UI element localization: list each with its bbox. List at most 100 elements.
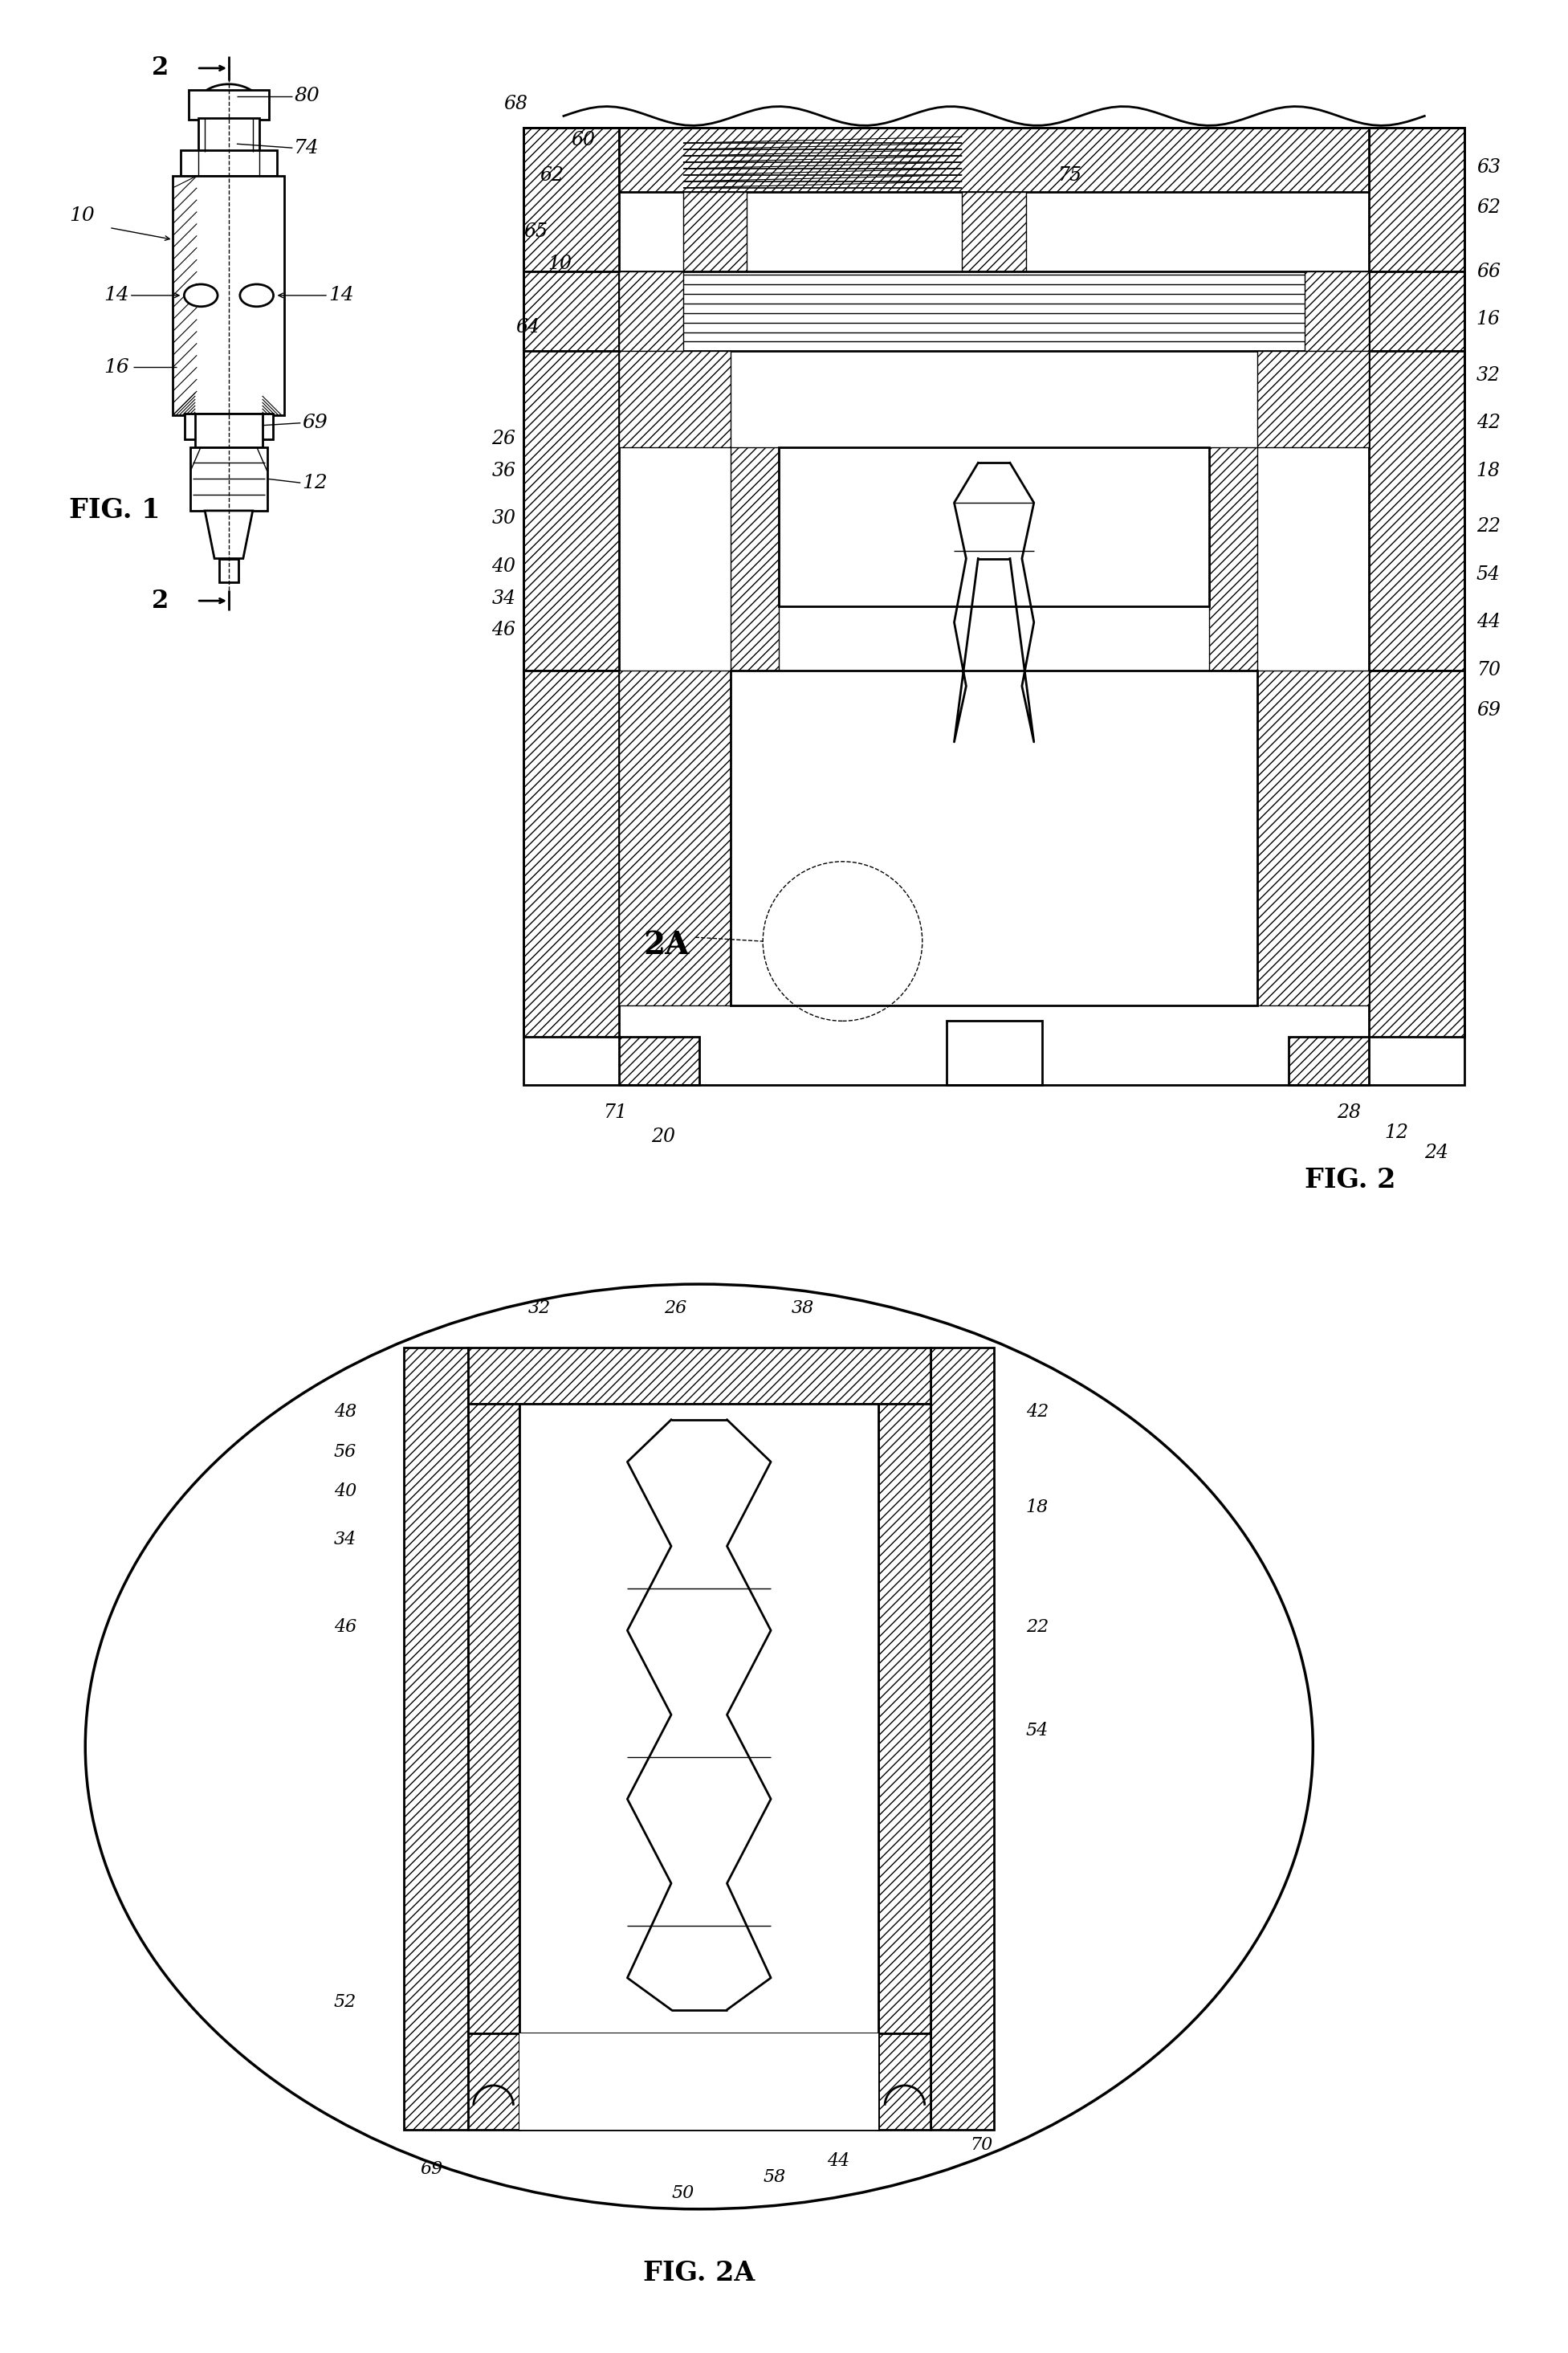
Text: 74: 74 <box>295 139 320 158</box>
Text: 26: 26 <box>663 1299 687 1318</box>
Bar <box>955 504 1033 544</box>
Text: 46: 46 <box>334 1619 356 1635</box>
Text: 40: 40 <box>334 1482 356 1501</box>
Bar <box>619 271 684 351</box>
Text: 30: 30 <box>492 511 516 527</box>
Text: 46: 46 <box>492 621 516 640</box>
Bar <box>524 127 1465 1085</box>
Text: 56: 56 <box>334 1442 356 1461</box>
Text: 75: 75 <box>1058 167 1082 186</box>
Text: 44: 44 <box>1477 614 1501 631</box>
Text: 34: 34 <box>334 1529 356 1548</box>
Text: 54: 54 <box>1477 565 1501 584</box>
Bar <box>1258 351 1369 447</box>
Text: 44: 44 <box>826 2153 850 2169</box>
Bar <box>963 191 1025 271</box>
Text: 80: 80 <box>295 87 320 106</box>
Text: 26: 26 <box>492 431 516 447</box>
Text: 28: 28 <box>1338 1104 1361 1122</box>
Text: 32: 32 <box>528 1299 550 1318</box>
Bar <box>185 414 273 440</box>
Bar <box>524 351 619 671</box>
Ellipse shape <box>85 1285 1312 2209</box>
Text: 22: 22 <box>1025 1619 1049 1635</box>
Text: 62: 62 <box>539 167 563 186</box>
Bar <box>619 671 731 1005</box>
Text: 40: 40 <box>492 558 516 576</box>
Bar <box>946 1021 1041 1085</box>
Ellipse shape <box>183 285 218 306</box>
Bar <box>627 1758 771 1840</box>
Text: 32: 32 <box>1477 367 1501 384</box>
Text: 10: 10 <box>69 207 94 226</box>
Text: 63: 63 <box>1477 158 1501 176</box>
Text: 66: 66 <box>1477 261 1501 280</box>
Bar <box>400 1344 999 2134</box>
Text: 36: 36 <box>492 461 516 480</box>
Bar <box>467 2033 519 2129</box>
Bar <box>519 2033 878 2129</box>
Text: 14: 14 <box>328 287 354 304</box>
Ellipse shape <box>240 285 273 306</box>
Bar <box>731 671 1258 1005</box>
Bar <box>731 671 1258 1005</box>
Bar <box>405 1348 467 2129</box>
Bar <box>1289 1038 1369 1085</box>
Text: 42: 42 <box>1477 414 1501 433</box>
Bar <box>524 127 619 271</box>
Polygon shape <box>205 511 252 558</box>
Text: 71: 71 <box>604 1104 627 1122</box>
Bar <box>627 1588 771 1673</box>
Bar <box>188 89 268 120</box>
Text: 14: 14 <box>103 287 129 304</box>
Bar <box>191 447 267 511</box>
Text: 34: 34 <box>492 588 516 607</box>
Text: 12: 12 <box>303 473 328 492</box>
Bar <box>619 1038 699 1085</box>
Text: FIG. 2A: FIG. 2A <box>643 2259 756 2287</box>
Text: 68: 68 <box>503 94 528 113</box>
Text: 16: 16 <box>103 358 129 376</box>
Bar <box>1209 447 1258 671</box>
Bar <box>519 2033 878 2129</box>
Bar <box>731 447 779 671</box>
Bar <box>1369 271 1465 351</box>
Text: FIG. 1: FIG. 1 <box>69 496 160 525</box>
Bar <box>684 191 746 271</box>
Text: 2A: 2A <box>643 929 690 960</box>
Text: 10: 10 <box>547 254 572 273</box>
Text: 22: 22 <box>1477 518 1501 536</box>
Bar <box>467 1405 519 2033</box>
Text: 24: 24 <box>1424 1144 1449 1162</box>
Bar <box>619 271 1369 351</box>
Bar <box>878 2033 930 2129</box>
Text: 70: 70 <box>1477 661 1501 680</box>
Bar <box>1369 127 1465 271</box>
Text: 20: 20 <box>651 1127 676 1146</box>
Text: FIG. 2: FIG. 2 <box>1305 1167 1396 1193</box>
Text: 64: 64 <box>516 318 539 336</box>
Text: 18: 18 <box>1477 461 1501 480</box>
Text: 38: 38 <box>792 1299 814 1318</box>
Text: 18: 18 <box>1025 1499 1049 1515</box>
Text: 54: 54 <box>1025 1722 1049 1739</box>
Bar <box>524 271 619 351</box>
Bar <box>196 414 262 447</box>
Bar <box>1369 671 1465 1038</box>
Bar <box>1258 671 1369 1005</box>
Bar <box>467 1348 930 1405</box>
Text: 52: 52 <box>334 1993 356 2009</box>
Bar <box>1369 351 1465 671</box>
Polygon shape <box>193 85 265 113</box>
Text: 60: 60 <box>571 132 596 148</box>
Text: 48: 48 <box>334 1402 356 1421</box>
Text: 58: 58 <box>764 2169 786 2186</box>
Text: 12: 12 <box>1385 1122 1408 1141</box>
Bar <box>878 1405 930 2033</box>
Text: 70: 70 <box>971 2137 993 2153</box>
Text: 2: 2 <box>152 588 169 614</box>
Bar <box>930 1348 994 2129</box>
Bar <box>779 447 1209 607</box>
Bar <box>627 1419 771 1504</box>
Bar <box>199 118 259 153</box>
